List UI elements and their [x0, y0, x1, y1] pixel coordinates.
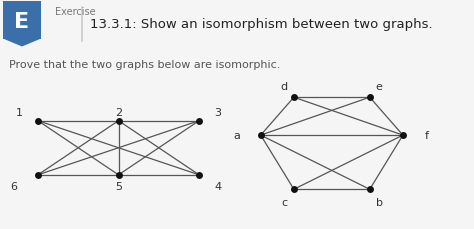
Polygon shape: [3, 39, 41, 47]
Text: Exercise: Exercise: [55, 7, 96, 17]
Text: Prove that the two graphs below are isomorphic.: Prove that the two graphs below are isom…: [9, 60, 281, 70]
Text: E: E: [14, 12, 29, 32]
Text: c: c: [282, 197, 287, 207]
Text: 4: 4: [214, 181, 222, 191]
Text: e: e: [376, 82, 383, 92]
Text: 13.3.1: Show an isomorphism between two graphs.: 13.3.1: Show an isomorphism between two …: [90, 18, 433, 31]
Text: 5: 5: [115, 181, 122, 191]
FancyBboxPatch shape: [3, 2, 41, 39]
Text: 3: 3: [215, 107, 221, 117]
Text: 6: 6: [11, 181, 18, 191]
Text: f: f: [425, 131, 428, 141]
Text: a: a: [234, 131, 240, 141]
Text: b: b: [376, 197, 383, 207]
Text: 1: 1: [16, 107, 22, 117]
Text: d: d: [281, 82, 288, 92]
Text: 2: 2: [115, 107, 122, 117]
